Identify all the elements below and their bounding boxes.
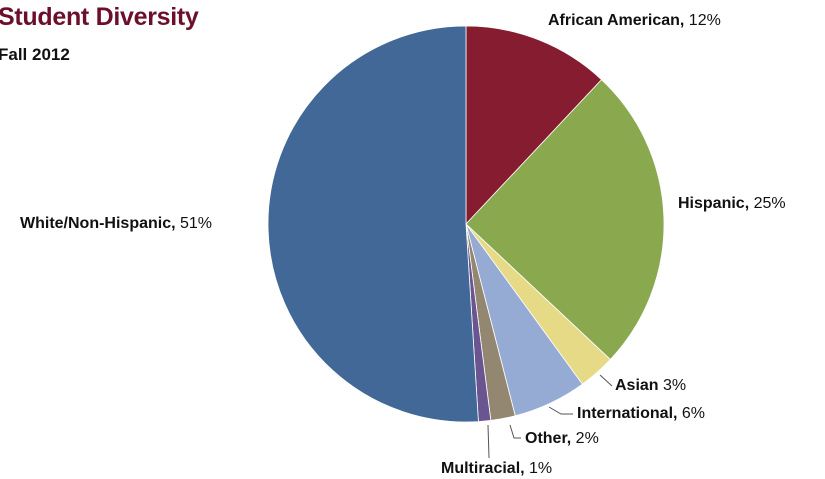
slice-label-name: White/Non-Hispanic, (20, 215, 176, 232)
slice-label-international: International, 6% (577, 405, 705, 422)
slice-label-other: Other, 2% (525, 430, 599, 447)
leader-line-other (509, 424, 521, 439)
slice-label-white-non-hispanic: White/Non-Hispanic, 51% (20, 215, 212, 232)
slice-label-hispanic: Hispanic, 25% (678, 195, 786, 212)
slice-label-value: 12% (684, 12, 720, 29)
slice-label-name: Asian (615, 377, 659, 394)
leader-line-asian (599, 374, 613, 387)
slice-labels: African American, 12% Hispanic, 25% Asian … (20, 12, 786, 477)
slice-label-name: Other, (525, 430, 571, 447)
leader-line-multiracial (487, 424, 490, 459)
slice-label-multiracial: Multiracial, 1% (441, 460, 552, 477)
pie-slice-white-non-hispanic (267, 25, 479, 423)
chart-subtitle: Fall 2012 (0, 45, 70, 64)
pie-slices (267, 25, 665, 423)
slice-label-value: 25% (749, 195, 785, 212)
pie-slice-african-american (465, 25, 603, 226)
slice-label-name: Hispanic, (678, 195, 749, 212)
slice-label-value: 1% (525, 460, 553, 477)
leader-lines (487, 374, 613, 459)
slice-label-value: 2% (571, 430, 599, 447)
slice-label-value: 51% (176, 215, 212, 232)
slice-label-name: African American, (548, 12, 684, 29)
chart-title: Student Diversity (0, 3, 199, 31)
slice-label-value: 3% (659, 377, 687, 394)
slice-label-name: Multiracial, (441, 460, 525, 477)
slice-label-asian: Asian 3% (615, 377, 686, 394)
slice-label-african-american: African American, 12% (548, 12, 721, 29)
pie-slice-hispanic (465, 79, 665, 361)
leader-line-international (548, 406, 573, 415)
slice-label-value: 6% (677, 405, 705, 422)
slice-label-name: International, (577, 405, 677, 422)
